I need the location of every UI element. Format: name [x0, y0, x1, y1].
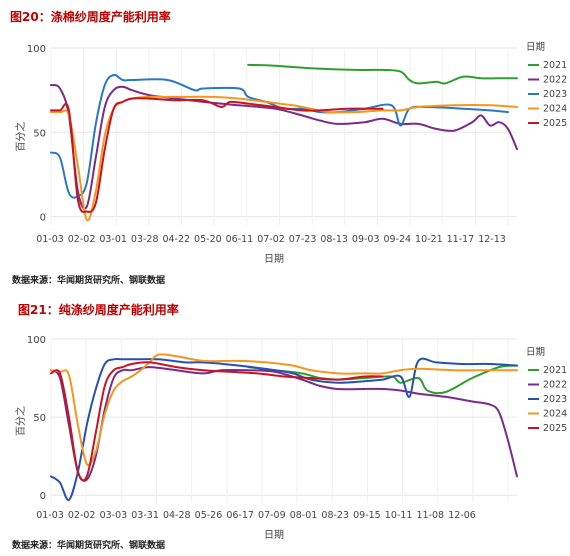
- x-tick-label: 09-15: [353, 510, 381, 521]
- x-tick-label: 05-26: [195, 510, 223, 521]
- y-axis: 0 50 100 百分之: [14, 335, 46, 502]
- series-line-2025: [50, 97, 384, 213]
- x-tick-label: 03-03: [100, 510, 128, 521]
- x-tick-label: 02-02: [68, 510, 96, 521]
- x-tick-label: 08-01: [290, 510, 318, 521]
- y-axis-title: 百分之: [14, 122, 27, 152]
- x-tick-label: 10-11: [385, 510, 413, 521]
- legend-item-2025: 2025: [543, 118, 567, 129]
- x-tick-label: 03-01: [99, 234, 127, 245]
- legend-item-2024: 2024: [543, 409, 567, 420]
- series-lines: [50, 63, 518, 222]
- series-line-2021: [247, 364, 518, 395]
- y-tick-label: 0: [40, 213, 46, 224]
- x-axis: 01-03 02-02 03-03 03-31 04-28 05-26 06-17 07-09…: [36, 510, 476, 541]
- series-line-2024: [50, 95, 518, 222]
- x-tick-label: 06-17: [226, 510, 254, 521]
- y-axis-title: 百分之: [14, 406, 27, 436]
- series-line-2022: [50, 366, 518, 482]
- series-line-2021: [247, 63, 518, 85]
- y-tick-label: 100: [27, 335, 46, 346]
- series-line-2023: [50, 357, 518, 501]
- legend-title: 日期: [526, 42, 545, 53]
- x-tick-label: 12-06: [448, 510, 476, 521]
- x-tick-label: 08-13: [320, 234, 348, 245]
- y-axis: 0 50 100 百分之: [14, 44, 46, 224]
- x-tick-label: 12-13: [478, 234, 506, 245]
- x-tick-label: 03-28: [131, 234, 159, 245]
- legend-item-2024: 2024: [543, 104, 567, 115]
- y-tick-label: 50: [33, 128, 46, 139]
- x-tick-label: 06-11: [226, 234, 254, 245]
- x-tick-label: 07-02: [257, 234, 285, 245]
- legend-item-2025: 2025: [543, 423, 567, 434]
- gridlines: [50, 47, 517, 225]
- x-axis-title: 日期: [264, 529, 284, 541]
- series-lines: [50, 353, 518, 501]
- x-tick-label: 03-31: [131, 510, 159, 521]
- legend-item-2021: 2021: [543, 60, 567, 71]
- legend: 日期 2021 2022 2023 2024 2025: [526, 42, 567, 129]
- y-tick-label: 0: [40, 491, 46, 502]
- source-note: 数据来源：华闻期货研究所、钢联数据: [12, 541, 166, 551]
- y-tick-label: 100: [27, 44, 46, 55]
- legend-item-2023: 2023: [543, 89, 567, 100]
- figure-title: 图20：涤棉纱周度产能利用率: [10, 10, 171, 24]
- x-axis-title: 日期: [264, 253, 284, 265]
- x-tick-label: 09-03: [352, 234, 380, 245]
- source-note: 数据来源：华闻期货研究所、钢联数据: [12, 276, 166, 286]
- legend-item-2023: 2023: [543, 394, 567, 405]
- legend-title: 日期: [526, 347, 545, 358]
- x-tick-label: 05-20: [194, 234, 222, 245]
- legend: 日期 2021 2022 2023 2024 2025: [526, 347, 567, 434]
- x-tick-label: 07-23: [289, 234, 317, 245]
- x-tick-label: 07-09: [258, 510, 286, 521]
- series-line-2025: [50, 361, 384, 482]
- figure-title: 图21：纯涤纱周度产能利用率: [18, 303, 179, 317]
- chart-panel-1: 图20：涤棉纱周度产能利用率 0 50 100 百分之 01-03 02-02 03-01 0…: [10, 10, 567, 286]
- x-tick-label: 01-03: [36, 510, 64, 521]
- x-tick-label: 11-17: [447, 234, 475, 245]
- x-tick-label: 04-22: [162, 234, 190, 245]
- x-tick-label: 08-23: [321, 510, 349, 521]
- legend-item-2022: 2022: [543, 380, 567, 391]
- series-line-2022: [50, 84, 518, 210]
- series-line-2023: [50, 73, 509, 199]
- x-tick-label: 09-24: [383, 234, 411, 245]
- x-tick-label: 11-08: [417, 510, 445, 521]
- y-tick-label: 50: [33, 413, 46, 424]
- x-tick-label: 02-02: [68, 234, 96, 245]
- chart-panel-2: 图21：纯涤纱周度产能利用率 0 50 100 百分之 01-03 02-02 03-03 0…: [0, 285, 570, 556]
- legend-item-2021: 2021: [543, 365, 567, 376]
- x-axis: 01-03 02-02 03-01 03-28 04-22 05-20 06-11 07-02…: [36, 234, 506, 265]
- x-tick-label: 10-21: [415, 234, 443, 245]
- legend-item-2022: 2022: [543, 75, 567, 86]
- x-tick-label: 04-28: [163, 510, 191, 521]
- x-tick-label: 01-03: [36, 234, 64, 245]
